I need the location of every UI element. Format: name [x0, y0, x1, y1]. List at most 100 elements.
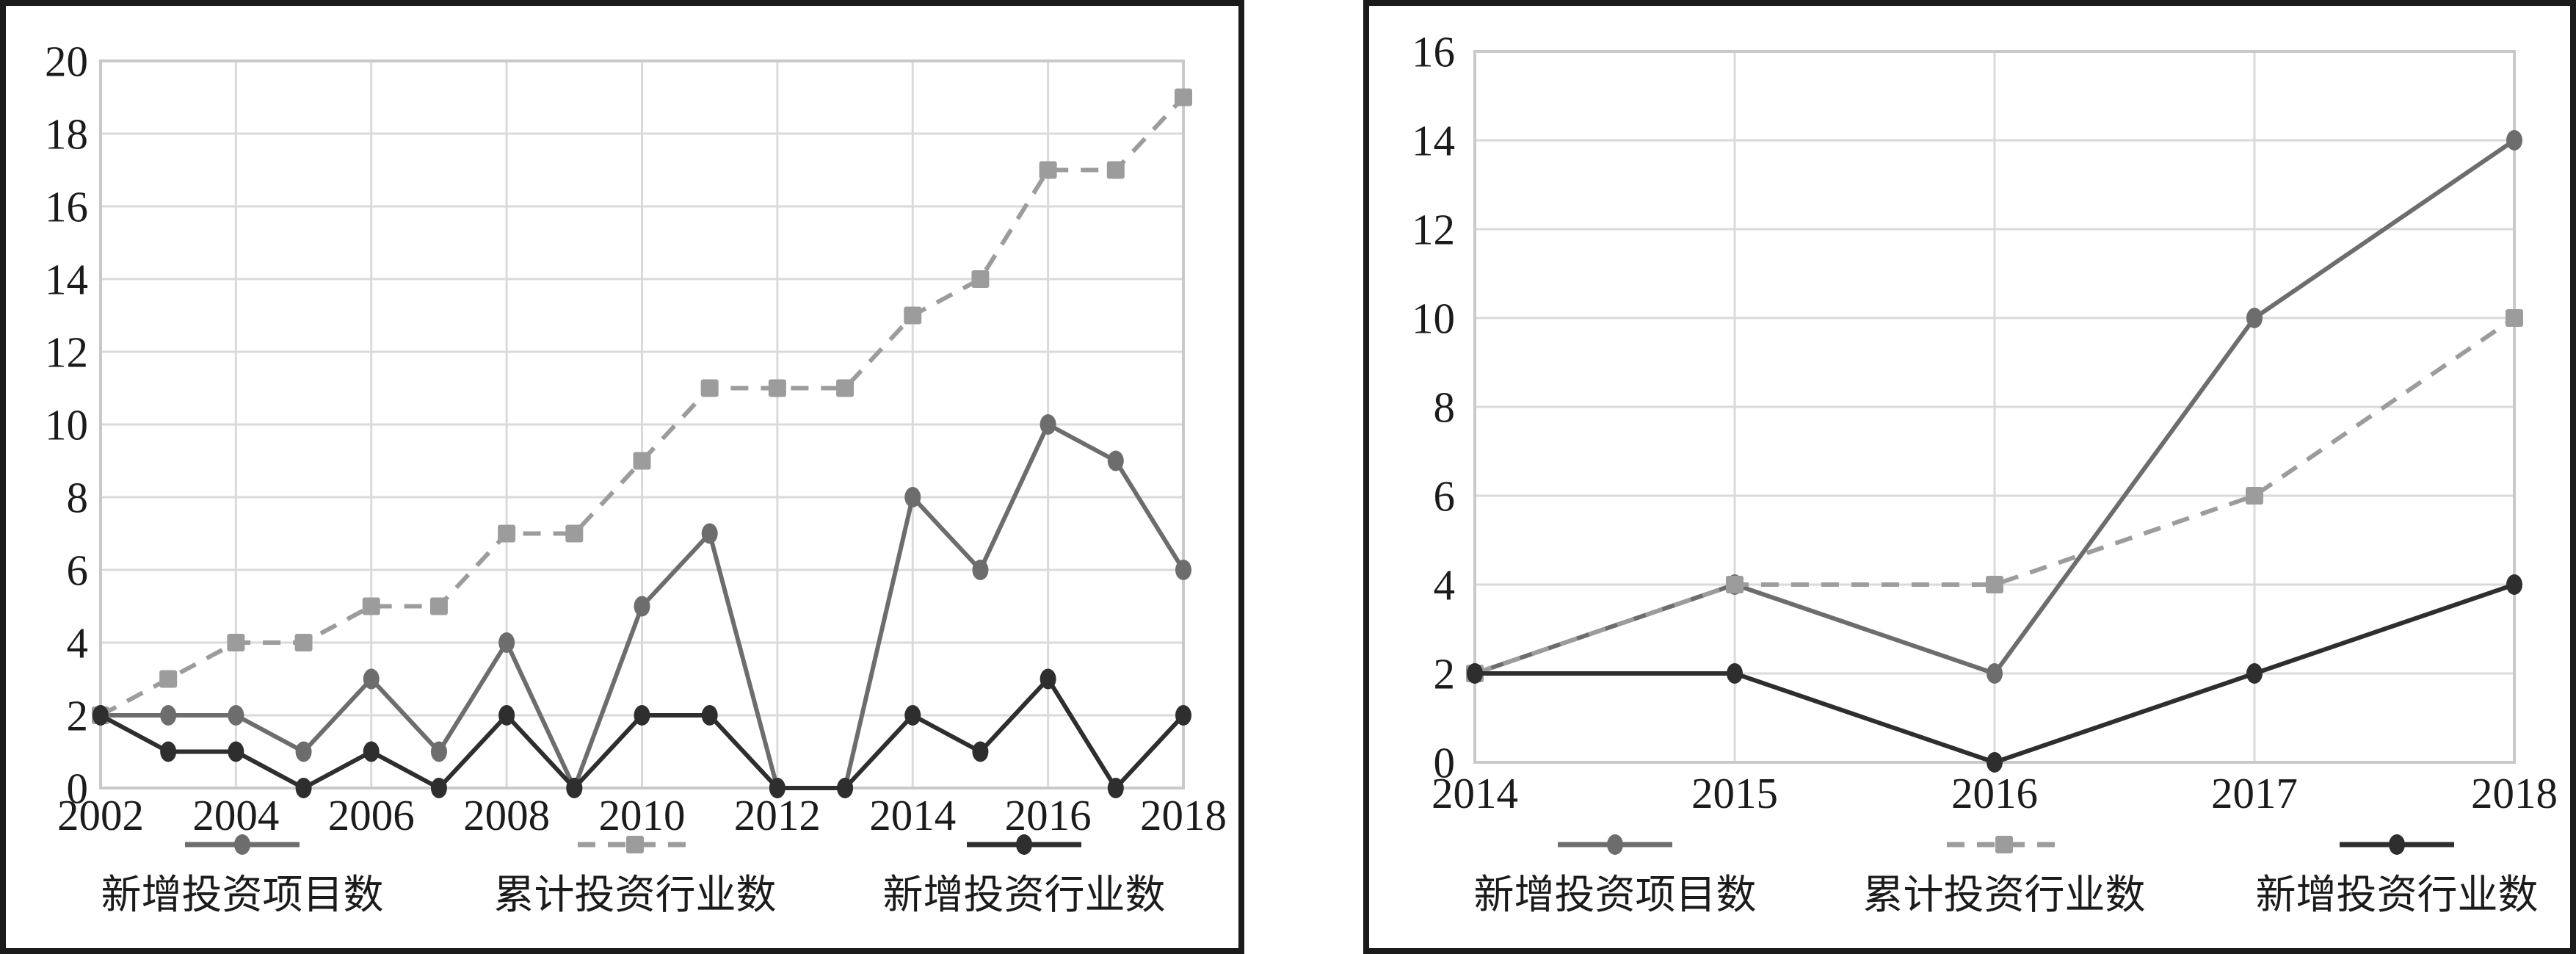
legend-label: 新增投资行业数 [882, 872, 1165, 917]
right-line-chart: 0 2 4 6 8 10 12 14 16 2014 2015 2016 2017 2018 新增投资项目数… [1412, 28, 2558, 917]
series-marker [295, 741, 312, 762]
series-marker [836, 379, 855, 397]
series-marker [2246, 308, 2263, 328]
y-tick-label: 6 [67, 546, 89, 595]
y-tick-label: 12 [45, 328, 88, 377]
y-tick-label: 16 [45, 183, 88, 231]
series-marker [1040, 414, 1056, 435]
series-marker [2506, 574, 2522, 595]
series-marker [1175, 560, 1191, 580]
series-marker [1040, 668, 1056, 690]
series-marker [1986, 576, 2003, 593]
series-marker [228, 741, 244, 762]
series-marker [2246, 487, 2263, 505]
series-marker [768, 379, 786, 397]
y-tick-label: 16 [1412, 28, 1455, 76]
y-tick-label: 4 [67, 619, 89, 668]
series-marker [430, 741, 447, 762]
x-tick-label: 2017 [2211, 769, 2298, 817]
legend-label: 新增投资项目数 [1473, 872, 1756, 917]
series-marker [701, 523, 718, 544]
left-line-chart: 0 2 4 6 8 10 12 14 16 18 20 2002 2004 2006 2008 2010 201… [45, 37, 1227, 917]
series-marker [972, 741, 989, 762]
y-tick-label: 18 [45, 110, 88, 159]
series-marker [228, 705, 244, 726]
x-tick-label: 2014 [1432, 769, 1518, 817]
series-marker [1175, 705, 1191, 726]
series-marker [565, 524, 584, 543]
series-marker [1107, 778, 1124, 798]
series-marker [769, 778, 786, 798]
x-tick-label: 2016 [1951, 769, 2038, 817]
series-marker [92, 705, 109, 726]
series-marker [904, 306, 922, 325]
series-marker [1107, 450, 1124, 471]
series-marker [904, 487, 921, 507]
series-marker [837, 778, 854, 798]
x-tick-label: 2015 [1691, 769, 1778, 817]
series-marker [498, 524, 516, 543]
series-marker [363, 741, 380, 762]
series-marker [1467, 663, 1483, 684]
series-marker [700, 379, 719, 397]
series-marker [972, 560, 989, 580]
y-tick-label: 4 [1434, 561, 1456, 610]
y-tick-label: 12 [1412, 206, 1455, 254]
series-marker [904, 705, 921, 726]
y-tick-label: 2 [67, 692, 89, 740]
y-tick-label: 14 [1412, 117, 1455, 165]
y-tick-label: 20 [45, 37, 88, 86]
x-tick-label: 2002 [57, 791, 144, 839]
series-marker [160, 705, 177, 726]
x-tick-label: 2014 [869, 791, 956, 839]
y-tick-label: 10 [1412, 294, 1455, 343]
y-tick-label: 2 [1434, 650, 1456, 698]
legend-label: 新增投资项目数 [101, 872, 383, 917]
legend-marker [1016, 834, 1032, 855]
series-marker [498, 632, 515, 653]
legend-marker [626, 836, 644, 853]
series-marker [566, 778, 583, 798]
series-marker [2506, 309, 2523, 327]
y-tick-label: 8 [67, 474, 89, 522]
y-tick-label: 6 [1434, 472, 1456, 521]
series-marker [294, 634, 313, 651]
series-marker [498, 705, 515, 726]
series-marker [227, 634, 245, 651]
chart-panel-left: 0 2 4 6 8 10 12 14 16 18 20 2002 2004 2006 2008 2010 201… [0, 0, 1244, 954]
legend-marker [2389, 834, 2405, 855]
x-tick-label: 2006 [328, 791, 415, 839]
y-tick-label: 0 [67, 765, 89, 813]
series-marker [1175, 88, 1192, 106]
plot-frame [99, 59, 1185, 789]
series-marker [430, 778, 447, 798]
series-line [1474, 316, 2516, 676]
series-marker [429, 597, 448, 615]
series-marker [160, 741, 177, 762]
x-tick-label: 2008 [463, 791, 550, 839]
chart-panel-right: 0 2 4 6 8 10 12 14 16 2014 2015 2016 2017 2018 新增投资项目数… [1363, 0, 2576, 954]
legend-label: 累计投资行业数 [1862, 872, 2145, 917]
y-tick-label: 10 [45, 401, 88, 449]
y-tick-label: 8 [1434, 383, 1456, 432]
series-marker [701, 705, 718, 726]
series-marker [633, 452, 651, 470]
y-tick-label: 0 [1434, 739, 1456, 787]
series-marker [1987, 752, 2003, 773]
series-marker [1106, 161, 1125, 179]
series-marker [363, 668, 380, 690]
x-tick-label: 2016 [1005, 791, 1092, 839]
series-marker [2506, 130, 2522, 151]
series-marker [634, 596, 650, 617]
series-marker [159, 670, 178, 688]
legend-label: 累计投资行业数 [493, 872, 776, 917]
x-tick-label: 2018 [1140, 791, 1227, 839]
series-marker [1726, 576, 1744, 593]
x-tick-label: 2004 [192, 791, 279, 839]
series-marker [2246, 663, 2263, 684]
x-tick-label: 2018 [2471, 769, 2558, 817]
series-marker [362, 597, 380, 615]
series-marker [634, 705, 650, 726]
legend-marker [1607, 834, 1623, 855]
legend-marker [1995, 836, 2013, 853]
